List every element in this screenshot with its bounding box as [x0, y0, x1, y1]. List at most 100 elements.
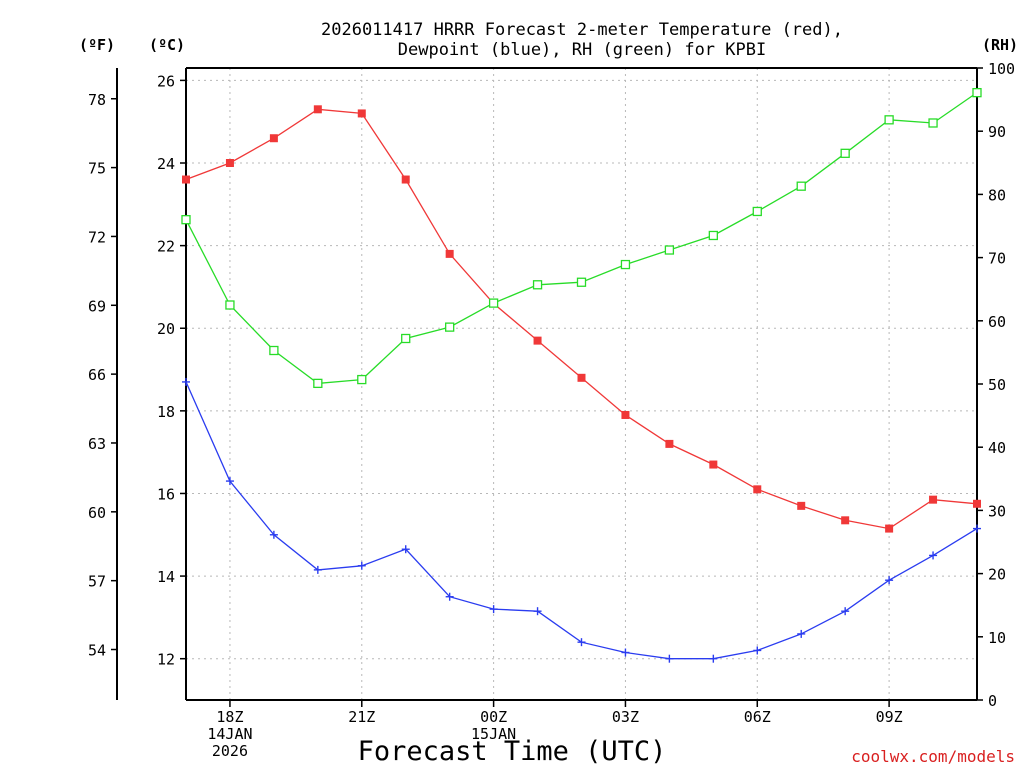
- temperature-line: [185, 108, 978, 530]
- dewpoint-point: [797, 629, 806, 638]
- credit-label: coolwx.com/models: [851, 747, 1015, 766]
- celsius-tick-label: 16: [157, 485, 175, 503]
- rh-point: [972, 87, 982, 98]
- x-tick-label: 14JAN: [207, 725, 252, 743]
- temperature-point: [533, 336, 542, 345]
- temperature-point: [182, 175, 190, 184]
- dewpoint-line: [185, 381, 978, 660]
- rh-point: [225, 300, 235, 310]
- rh-point: [269, 345, 279, 356]
- temperature-point: [225, 159, 234, 168]
- dewpoint-point: [313, 565, 322, 574]
- temperature-point: [313, 105, 322, 114]
- fahrenheit-tick-label: 66: [88, 366, 106, 384]
- dewpoint-point: [709, 654, 718, 663]
- fahrenheit-tick-label: 63: [88, 435, 106, 453]
- celsius-tick-label: 26: [157, 72, 175, 90]
- x-tick-label: 2026: [212, 742, 248, 760]
- rh-point: [620, 259, 631, 270]
- temperature-point: [929, 495, 938, 504]
- x-tick-label: 21Z: [348, 708, 375, 726]
- x-tick-label: 18Z: [216, 708, 243, 726]
- celsius-tick-label: 18: [157, 403, 175, 421]
- rh-unit-label: (RH): [982, 36, 1018, 54]
- dewpoint-point: [929, 551, 938, 560]
- temperature-point: [401, 175, 410, 184]
- rh-tick-label: 0: [988, 692, 997, 710]
- celsius-tick-label: 20: [157, 320, 175, 338]
- rh-point: [884, 115, 894, 125]
- gridlines: [186, 68, 977, 700]
- x-tick-label: 15JAN: [471, 725, 516, 743]
- dewpoint-point: [357, 561, 366, 570]
- dewpoint-point: [445, 592, 454, 601]
- dewpoint-point: [841, 607, 850, 616]
- rh-tick-label: 60: [988, 313, 1006, 331]
- x-axis-title: Forecast Time (UTC): [358, 736, 667, 767]
- series-rh: [181, 87, 982, 389]
- fahrenheit-tick-label: 78: [88, 91, 106, 109]
- dewpoint-point: [577, 638, 586, 647]
- rh-point: [576, 277, 587, 287]
- rh-tick-label: 50: [988, 376, 1006, 394]
- rh-point: [752, 206, 762, 217]
- rh-point: [357, 374, 367, 385]
- rh-point: [488, 298, 499, 308]
- dewpoint-point: [973, 524, 981, 533]
- celsius-tick-label: 12: [157, 651, 175, 669]
- fahrenheit-unit-label: (ºF): [79, 36, 115, 54]
- dewpoint-point: [225, 477, 234, 486]
- temperature-point: [973, 499, 981, 508]
- fahrenheit-tick-label: 60: [88, 504, 106, 522]
- rh-point: [708, 230, 718, 241]
- dewpoint-point: [665, 654, 674, 663]
- axes: 12 14 16 18 20 22 24 26 54 57 60 63 66 69 72 75 78 0 10 20 3…: [88, 60, 1015, 760]
- dewpoint-point: [753, 646, 762, 655]
- rh-point: [796, 181, 806, 191]
- temperature-point: [709, 460, 718, 469]
- celsius-tick-label: 24: [157, 155, 175, 173]
- x-tick-label: 09Z: [876, 708, 903, 726]
- rh-point: [401, 333, 411, 344]
- title-line-1: 2026011417 HRRR Forecast 2-meter Tempera…: [321, 20, 843, 40]
- rh-point: [664, 245, 675, 255]
- rh-point: [313, 378, 323, 389]
- temperature-point: [665, 439, 674, 448]
- celsius-tick-label: 22: [157, 238, 175, 256]
- rh-point: [445, 322, 455, 332]
- fahrenheit-tick-label: 72: [88, 228, 106, 246]
- dewpoint-point: [885, 576, 894, 585]
- temperature-point: [269, 134, 278, 143]
- temperature-point: [797, 501, 806, 510]
- rh-point: [928, 118, 938, 128]
- fahrenheit-tick-label: 69: [88, 297, 106, 315]
- rh-tick-label: 20: [988, 566, 1006, 584]
- temperature-point: [885, 524, 894, 533]
- temperature-point: [753, 485, 762, 494]
- x-tick-label: 06Z: [744, 708, 771, 726]
- celsius-tick-label: 14: [157, 568, 175, 586]
- fahrenheit-tick-label: 57: [88, 573, 106, 591]
- x-tick-label: 00Z: [480, 708, 507, 726]
- series: [181, 87, 982, 663]
- dewpoint-point: [401, 545, 410, 554]
- temperature-point: [577, 373, 586, 382]
- series-dewpoint: [182, 377, 981, 663]
- rh-tick-label: 10: [988, 629, 1006, 647]
- title-line-2: Dewpoint (blue), RH (green) for KPBI: [398, 40, 766, 60]
- rh-tick-label: 90: [988, 123, 1006, 141]
- dewpoint-point: [269, 530, 278, 539]
- dewpoint-point: [533, 607, 542, 616]
- rh-tick-label: 100: [988, 60, 1015, 78]
- series-temperature: [182, 105, 981, 533]
- dewpoint-point: [489, 605, 498, 614]
- temperature-point: [445, 249, 454, 258]
- temperature-point: [841, 516, 850, 525]
- rh-tick-label: 30: [988, 502, 1006, 520]
- celsius-unit-label: (ºC): [149, 36, 185, 54]
- x-tick-label: 03Z: [612, 708, 639, 726]
- rh-point: [840, 148, 850, 158]
- rh-line: [185, 92, 978, 385]
- rh-tick-label: 80: [988, 186, 1006, 204]
